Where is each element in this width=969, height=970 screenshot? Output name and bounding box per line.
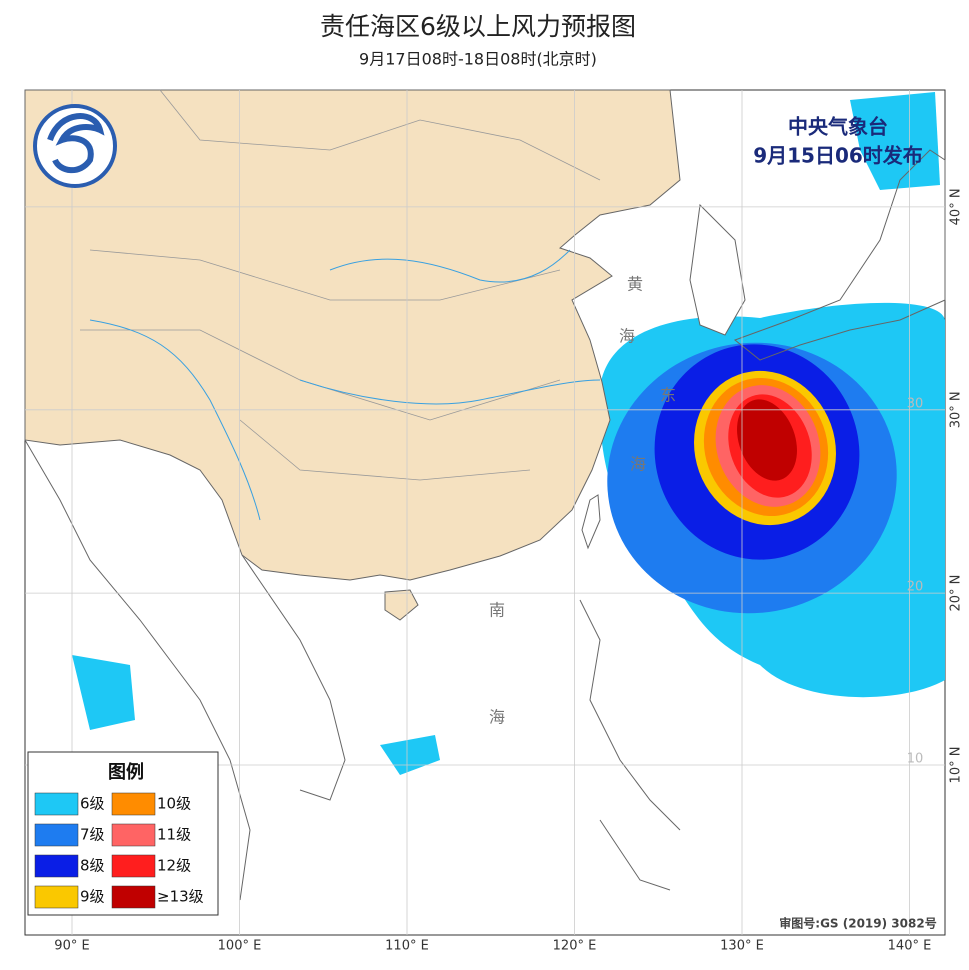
- legend-swatch: [111, 885, 156, 909]
- lon-tick-label: 130° E: [720, 939, 764, 954]
- legend-swatch: [111, 792, 156, 816]
- logo: [33, 104, 117, 188]
- wind-area: [850, 92, 940, 190]
- sea-label: 南: [489, 601, 505, 620]
- approval-number: 审图号:GS (2019) 3082号: [779, 916, 936, 931]
- lat-tick-label: 20° N: [949, 575, 964, 612]
- wind-area: [737, 399, 797, 481]
- issuer-org: 中央气象台: [788, 115, 888, 139]
- legend-label: 6级: [80, 795, 105, 813]
- land: [24, 89, 946, 901]
- sea-label: 东: [660, 386, 676, 405]
- lon-tick-label: 90° E: [54, 939, 89, 954]
- sea-label: 海: [630, 455, 646, 474]
- lon-tick-label: 140° E: [888, 939, 932, 954]
- legend-label: 12级: [157, 857, 191, 875]
- legend-swatch: [34, 792, 79, 816]
- issue-time: 9月15日06时发布: [753, 144, 923, 168]
- lat-tick-label: 40° N: [949, 188, 964, 225]
- legend-label: 10级: [157, 795, 191, 813]
- legend-title: 图例: [108, 761, 144, 783]
- lon-tick-label: 120° E: [553, 939, 597, 954]
- sea-label: 海: [489, 708, 505, 727]
- legend: 图例 6级 7级 8级 9级 10级 11级 12级 ≥13级: [27, 751, 219, 916]
- legend-label: 8级: [80, 857, 105, 875]
- title: 责任海区6级以上风力预报图: [320, 12, 636, 41]
- legend-items: 6级 7级 8级 9级 10级 11级 12级 ≥13级: [34, 792, 204, 909]
- lon-tick-label: 100° E: [218, 939, 262, 954]
- lat-grid-label: 30: [907, 396, 924, 411]
- wind-area: [72, 655, 440, 775]
- sea-label: 海: [619, 327, 635, 346]
- legend-label: 11级: [157, 826, 191, 844]
- legend-label: ≥13级: [157, 888, 204, 906]
- sea-label: 黄: [627, 275, 643, 294]
- lat-grid-label: 10: [907, 752, 924, 767]
- legend-label: 7级: [80, 826, 105, 844]
- lon-tick-label: 110° E: [385, 939, 429, 954]
- legend-swatch: [34, 823, 79, 847]
- legend-swatch: [111, 823, 156, 847]
- lat-tick-label: 30° N: [949, 391, 964, 428]
- legend-label: 9级: [80, 888, 105, 906]
- subtitle: 9月17日08时-18日08时(北京时): [359, 50, 597, 69]
- lat-tick-label: 10° N: [949, 747, 964, 784]
- lat-grid-label: 20: [907, 580, 924, 595]
- legend-swatch: [34, 885, 79, 909]
- legend-swatch: [34, 854, 79, 878]
- legend-swatch: [111, 854, 156, 878]
